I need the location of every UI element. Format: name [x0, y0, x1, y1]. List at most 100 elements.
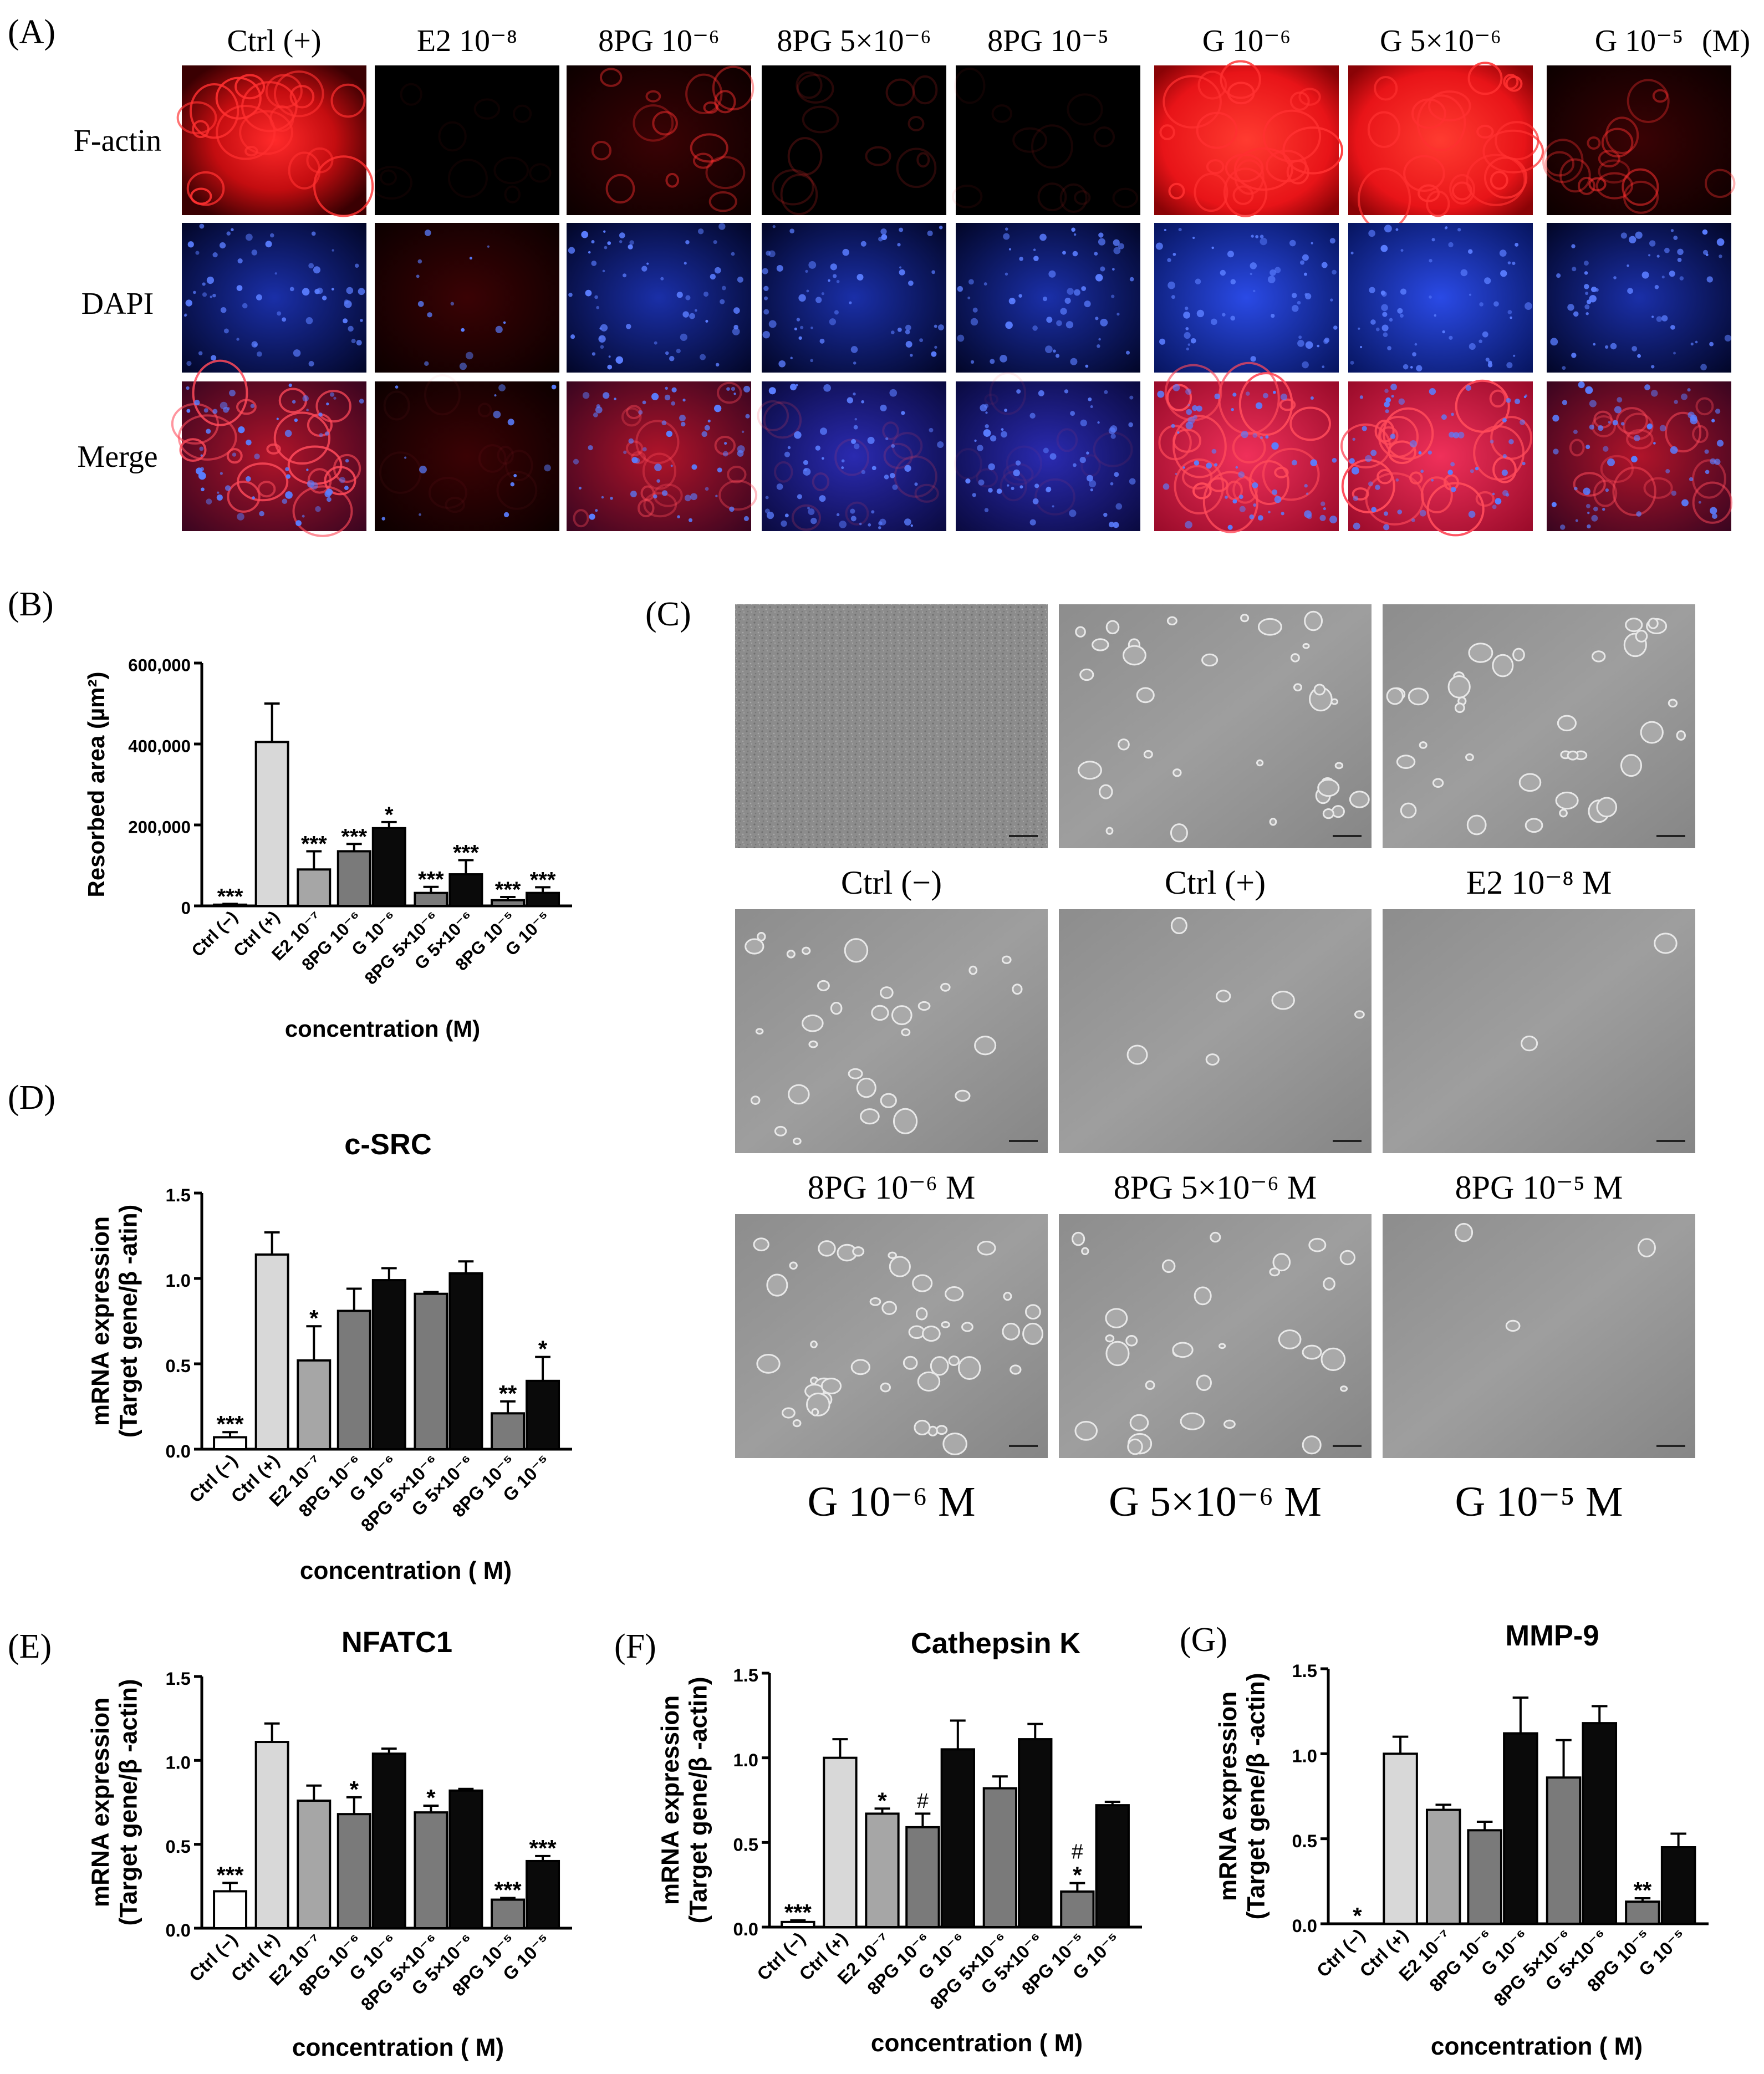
bar: [414, 1811, 448, 1929]
nucleus-dot: [766, 251, 771, 256]
actin-ring: [307, 468, 332, 494]
x-axis-label: concentration ( M): [300, 1557, 512, 1584]
nucleus-dot: [1572, 267, 1577, 272]
nucleus-dot: [1048, 270, 1056, 278]
nucleus-dot: [1329, 238, 1335, 244]
nucleus-dot: [1097, 421, 1100, 424]
nucleus-dot: [763, 286, 769, 292]
nucleus-dot: [1265, 435, 1269, 439]
nucleus-dot: [308, 263, 314, 269]
tile-fill: [567, 223, 751, 373]
nucleus-dot: [871, 510, 875, 514]
bar: [982, 1787, 1018, 1929]
nucleus-dot: [851, 439, 856, 444]
nucleus-dot: [1005, 272, 1008, 276]
nucleus-dot: [623, 450, 627, 454]
significance-label: *: [1073, 1862, 1082, 1888]
nucleus-dot: [1353, 522, 1360, 530]
resorption-pit: [1166, 616, 1177, 626]
nucleus-dot: [1241, 431, 1248, 439]
nucleus-dot: [1369, 287, 1375, 293]
nucleus-dot: [1450, 487, 1456, 492]
chart-title: NFATC1: [341, 1626, 452, 1659]
resorption-pit: [1354, 1010, 1365, 1019]
nucleus-dot: [223, 328, 229, 334]
nucleus-dot: [705, 487, 709, 491]
nucleus-dot: [265, 241, 272, 248]
tile-fill: [956, 381, 1140, 531]
y-axis-label-line: mRNA expression: [87, 1698, 114, 1907]
resorption-pit: [1454, 702, 1465, 714]
nucleus-dot: [1175, 472, 1177, 475]
actin-ring: [1034, 478, 1075, 516]
significance-label: ***: [529, 1835, 557, 1861]
nucleus-dot: [424, 230, 431, 236]
nucleus-dot: [348, 325, 354, 332]
nucleus-dot: [1556, 273, 1561, 278]
nucleus-dot: [897, 243, 901, 247]
pit-image-label: Ctrl (−): [841, 864, 942, 901]
resorption-pit: [961, 1322, 973, 1332]
nucleus-dot: [691, 464, 697, 470]
nucleus-dot: [1073, 289, 1080, 296]
nucleus-dot: [1064, 297, 1071, 304]
nucleus-dot: [625, 324, 631, 329]
actin-ring: [1420, 476, 1453, 513]
nucleus-dot: [1522, 462, 1526, 466]
nucleus-dot: [1255, 402, 1263, 409]
resorption-pit: [1127, 1438, 1143, 1455]
nucleus-dot: [1370, 450, 1377, 456]
nucleus-dot: [1492, 505, 1497, 509]
nucleus-dot: [601, 496, 604, 499]
nucleus-dot: [1431, 238, 1435, 242]
nucleus-dot: [1457, 228, 1461, 232]
nucleus-dot: [1056, 354, 1060, 358]
resorption-pit: [1317, 778, 1340, 797]
resorption-pit: [1567, 750, 1579, 761]
nucleus-dot: [1716, 238, 1725, 246]
panel-d: (D) c-SRC 0.0 0.5 1.0 1.5 mRNA expression(Tar…: [8, 1079, 572, 1584]
nucleus-dot: [1584, 284, 1589, 289]
nucleus-dot: [731, 386, 736, 391]
nucleus-dot: [1178, 228, 1182, 232]
resorption-pit: [1396, 755, 1416, 769]
nucleus-dot: [259, 511, 264, 517]
actin-ring: [1601, 128, 1634, 158]
nucleus-dot: [1617, 397, 1623, 403]
nucleus-dot: [257, 351, 262, 357]
bar: [448, 1272, 483, 1450]
actin-ring: [1467, 62, 1503, 95]
resorption-pit: [1272, 1253, 1291, 1272]
resorption-pit: [871, 1005, 889, 1021]
actin-ring: [1006, 445, 1043, 482]
resorption-pit: [917, 1001, 931, 1011]
nucleus-dot: [899, 227, 904, 232]
resorption-pit: [753, 1237, 769, 1252]
nucleus-dot: [807, 507, 810, 509]
nucleus-dot: [231, 228, 234, 232]
nucleus-dot: [1593, 506, 1598, 512]
nucleus-dot: [985, 424, 989, 429]
resorption-pit: [802, 946, 811, 955]
pit-image-label: 8PG 10⁻⁶ M: [808, 1169, 976, 1206]
actin-ring: [1695, 397, 1714, 416]
nucleus-dot: [1398, 398, 1405, 405]
micrograph-merge-1: [171, 359, 366, 537]
nucleus-dot: [794, 431, 802, 439]
nucleus-dot: [1167, 258, 1171, 262]
nucleus-dot: [1574, 486, 1578, 491]
nucleus-dot: [1310, 396, 1314, 400]
actin-ring: [1505, 75, 1523, 92]
nucleus-dot: [1380, 291, 1385, 295]
nucleus-dot: [957, 334, 965, 342]
actin-ring: [1093, 126, 1115, 147]
nucleus-dot: [919, 338, 924, 343]
nucleus-dot: [1104, 390, 1108, 394]
resorption-pit: [917, 1371, 941, 1392]
nucleus-dot: [1502, 490, 1508, 496]
actin-ring: [1418, 184, 1440, 202]
nucleus-dot: [1412, 352, 1416, 356]
nucleus-dot: [1411, 518, 1415, 522]
nucleus-dot: [1681, 393, 1687, 400]
nucleus-dot: [194, 400, 200, 406]
